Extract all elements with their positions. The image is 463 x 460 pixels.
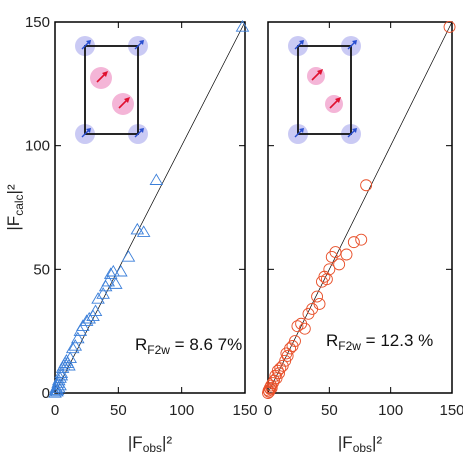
data-point-circle bbox=[281, 349, 294, 362]
data-point-circle bbox=[265, 382, 278, 395]
inset-corner-arrowhead bbox=[352, 128, 357, 133]
data-point-triangle bbox=[114, 264, 128, 277]
data-point-circle bbox=[264, 383, 277, 396]
inset-corner-arrowhead bbox=[352, 40, 357, 45]
data-point-triangle bbox=[63, 351, 77, 364]
inset-center-arrowhead bbox=[317, 69, 323, 75]
x-tick-label: 0 bbox=[264, 402, 272, 419]
data-point-circle bbox=[323, 263, 336, 276]
y-tick-label: 50 bbox=[33, 261, 50, 278]
data-point-triangle bbox=[106, 264, 121, 277]
data-point-circle bbox=[289, 335, 301, 348]
data-point-circle bbox=[311, 290, 324, 303]
y-axis-label-base: |F bbox=[4, 216, 23, 231]
data-point-circle bbox=[313, 298, 326, 310]
data-point-circle bbox=[295, 317, 308, 330]
inset-center-arrowhead bbox=[335, 97, 341, 103]
y-axis-label: |Fcalc|² bbox=[4, 184, 26, 231]
data-point-triangle bbox=[54, 368, 69, 381]
r-factor-label-tail: = 8.6 7% bbox=[170, 335, 242, 354]
inset-corner-arrowhead bbox=[86, 40, 91, 45]
y-axis-label-sub: calc bbox=[12, 194, 26, 215]
data-point-triangle bbox=[235, 20, 250, 32]
x-axis-label-tail: |² bbox=[162, 433, 172, 452]
plot-frame bbox=[54, 21, 246, 394]
x-tick-label: 100 bbox=[169, 402, 194, 419]
data-point-circle bbox=[320, 273, 333, 286]
inset-center-arrowhead bbox=[124, 97, 130, 103]
data-point-triangle bbox=[65, 341, 80, 354]
r-factor-label: RF2w = 8.6 7% bbox=[135, 335, 242, 357]
data-point-circle bbox=[355, 233, 368, 246]
x-axis-label-sub: obs bbox=[143, 441, 162, 455]
x-tick-label: 150 bbox=[232, 402, 257, 419]
inset-corner-arrowhead bbox=[86, 128, 91, 133]
inset-cell-box bbox=[84, 45, 139, 135]
inset-cell-box bbox=[297, 45, 352, 135]
inset-corner-arrowhead bbox=[139, 40, 144, 45]
data-point-triangle bbox=[53, 378, 67, 391]
data-point-triangle bbox=[101, 274, 115, 287]
r-factor-label-sub: F2w bbox=[147, 343, 170, 357]
y-tick-label: 0 bbox=[42, 385, 50, 402]
data-point-circle bbox=[340, 248, 353, 261]
plot-frame bbox=[267, 21, 453, 394]
x-tick-label: 0 bbox=[51, 402, 59, 419]
r-factor-label-base: R bbox=[135, 335, 147, 354]
y-axis-label-tail: |² bbox=[4, 184, 23, 194]
data-point-circle bbox=[333, 258, 346, 271]
panel-right: 0 50 100 150 |Fobs|² RF2w = 12.3 % bbox=[262, 20, 463, 455]
inset-corner-arrowhead bbox=[299, 40, 304, 45]
data-point-triangle bbox=[130, 222, 145, 235]
data-point-circle bbox=[302, 307, 315, 320]
data-point-circle bbox=[306, 302, 319, 315]
data-point-triangle bbox=[62, 358, 76, 371]
x-axis-label-base: |F bbox=[128, 433, 143, 452]
data-point-triangle bbox=[68, 339, 83, 351]
data-point-triangle bbox=[88, 304, 103, 317]
data-point-circle bbox=[360, 179, 373, 192]
data-point-triangle bbox=[82, 311, 96, 324]
data-point-triangle bbox=[96, 287, 110, 299]
data-point-triangle bbox=[121, 250, 136, 262]
data-point-circle bbox=[443, 20, 456, 33]
x-tick-label: 100 bbox=[378, 402, 403, 419]
data-point-circle bbox=[298, 322, 311, 335]
inset-corner-arrowhead bbox=[139, 128, 144, 133]
x-axis-label: |Fobs|² bbox=[338, 433, 383, 455]
x-tick-label: 50 bbox=[321, 402, 338, 419]
inset-corner-arrowhead bbox=[299, 128, 304, 133]
inset-unit-cell bbox=[288, 36, 361, 144]
fit-line bbox=[54, 21, 246, 394]
data-point-triangle bbox=[109, 277, 123, 289]
r-factor-label-base: R bbox=[326, 331, 338, 350]
x-axis-label-tail: |² bbox=[372, 433, 382, 452]
x-axis-label: |Fobs|² bbox=[128, 433, 173, 455]
y-tick-label: 150 bbox=[25, 14, 50, 31]
x-axis-label-base: |F bbox=[338, 433, 353, 452]
data-point-circle bbox=[271, 364, 284, 377]
data-point-triangle bbox=[103, 267, 118, 279]
r-factor-label: RF2w = 12.3 % bbox=[326, 331, 433, 353]
data-point-triangle bbox=[149, 173, 164, 185]
r-factor-label-sub: F2w bbox=[338, 339, 361, 353]
data-point-triangle bbox=[136, 225, 151, 237]
data-point-circle bbox=[347, 236, 360, 249]
y-tick-label: 100 bbox=[25, 138, 50, 155]
inset-center-arrowhead bbox=[102, 71, 108, 77]
data-point-circle bbox=[273, 367, 285, 380]
r-factor-label-tail: = 12.3 % bbox=[361, 331, 433, 350]
x-tick-label: 150 bbox=[439, 402, 463, 419]
data-point-circle bbox=[329, 246, 342, 258]
x-axis-label-sub: obs bbox=[353, 441, 372, 455]
data-point-triangle bbox=[71, 331, 85, 344]
data-point-circle bbox=[291, 320, 304, 333]
x-tick-label: 50 bbox=[110, 402, 127, 419]
data-point-circle bbox=[263, 385, 276, 398]
inset-unit-cell bbox=[75, 36, 148, 144]
